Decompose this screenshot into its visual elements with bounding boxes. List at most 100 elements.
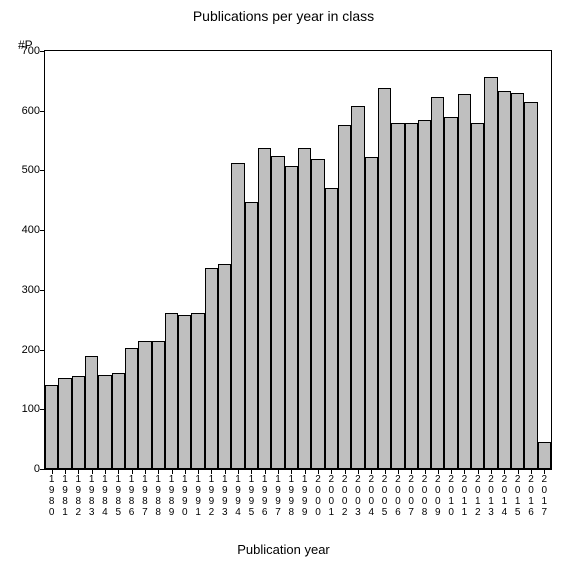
x-tick-mark (78, 470, 79, 474)
x-tick-label: 1983 (85, 474, 98, 518)
bar (431, 97, 444, 469)
bar (351, 106, 364, 469)
x-tick-label: 2009 (431, 474, 444, 518)
bar (285, 166, 298, 469)
bar (484, 77, 497, 469)
x-tick-label: 1988 (152, 474, 165, 518)
x-tick-label: 1999 (298, 474, 311, 518)
x-tick-mark (158, 470, 159, 474)
bar (85, 356, 98, 469)
x-tick-mark (65, 470, 66, 474)
x-tick-label: 1990 (178, 474, 191, 518)
bar (258, 148, 271, 469)
x-tick-label: 1993 (218, 474, 231, 518)
x-tick-label: 2017 (538, 474, 551, 518)
x-tick-mark (265, 470, 266, 474)
x-tick-label: 2013 (484, 474, 497, 518)
bar (405, 123, 418, 469)
x-tick-mark (371, 470, 372, 474)
bar (444, 117, 457, 469)
x-tick-label: 2011 (458, 474, 471, 518)
x-tick-mark (425, 470, 426, 474)
x-tick-label: 1996 (258, 474, 271, 518)
x-tick-label: 2008 (418, 474, 431, 518)
x-tick-mark (198, 470, 199, 474)
x-tick-label: 1981 (58, 474, 71, 518)
bar (378, 88, 391, 469)
bar (191, 313, 204, 469)
x-tick-mark (278, 470, 279, 474)
bar (365, 157, 378, 469)
bar (471, 123, 484, 469)
x-tick-mark (185, 470, 186, 474)
x-tick-label: 1998 (285, 474, 298, 518)
bar (98, 375, 111, 469)
bar (165, 313, 178, 469)
bar (245, 202, 258, 469)
x-tick-label: 1989 (165, 474, 178, 518)
x-tick-mark (518, 470, 519, 474)
x-tick-mark (345, 470, 346, 474)
x-tick-mark (251, 470, 252, 474)
bar (271, 156, 284, 470)
x-tick-label: 2016 (524, 474, 537, 518)
bar (205, 268, 218, 469)
x-tick-mark (464, 470, 465, 474)
x-tick-label: 1992 (205, 474, 218, 518)
x-tick-label: 2004 (365, 474, 378, 518)
y-tick-label: 100 (22, 403, 40, 415)
x-tick-label: 2015 (511, 474, 524, 518)
x-tick-mark (291, 470, 292, 474)
x-tick-mark (451, 470, 452, 474)
bar (218, 264, 231, 469)
bar (138, 341, 151, 469)
x-tick-mark (211, 470, 212, 474)
bars-group (45, 51, 551, 469)
x-tick-label: 1994 (231, 474, 244, 518)
y-tick-label: 600 (22, 105, 40, 117)
x-tick-mark (438, 470, 439, 474)
bar (325, 188, 338, 469)
x-tick-label: 1997 (271, 474, 284, 518)
y-tick-label: 700 (22, 45, 40, 57)
x-tick-mark (52, 470, 53, 474)
x-axis-label: Publication year (0, 542, 567, 557)
x-tick-mark (172, 470, 173, 474)
x-tick-mark (105, 470, 106, 474)
x-tick-mark (145, 470, 146, 474)
x-tick-mark (531, 470, 532, 474)
bar (538, 442, 551, 469)
x-tick-label: 2010 (444, 474, 457, 518)
bar (311, 159, 324, 470)
x-tick-label: 1982 (72, 474, 85, 518)
bar (498, 91, 511, 469)
x-tick-label: 1995 (245, 474, 258, 518)
x-tick-label: 2014 (498, 474, 511, 518)
x-tick-mark (385, 470, 386, 474)
y-tick-label: 200 (22, 344, 40, 356)
y-tick-label: 500 (22, 164, 40, 176)
bar (112, 373, 125, 469)
x-tick-label: 2002 (338, 474, 351, 518)
bar (524, 102, 537, 469)
x-tick-label: 2007 (405, 474, 418, 518)
x-tick-mark (92, 470, 93, 474)
bar (125, 348, 138, 469)
bar (152, 341, 165, 469)
y-ticks-group: 0100200300400500600700 (0, 50, 44, 470)
x-tick-mark (225, 470, 226, 474)
x-tick-mark (132, 470, 133, 474)
x-tick-mark (318, 470, 319, 474)
x-tick-label: 1980 (45, 474, 58, 518)
x-tick-label: 1991 (191, 474, 204, 518)
bar (338, 125, 351, 469)
x-tick-mark (504, 470, 505, 474)
x-tick-label: 2006 (391, 474, 404, 518)
plot-area (44, 50, 552, 470)
bar (298, 148, 311, 469)
bar (231, 163, 244, 469)
x-tick-label: 2003 (351, 474, 364, 518)
bar (58, 378, 71, 469)
x-tick-label: 1987 (138, 474, 151, 518)
x-tick-mark (544, 470, 545, 474)
